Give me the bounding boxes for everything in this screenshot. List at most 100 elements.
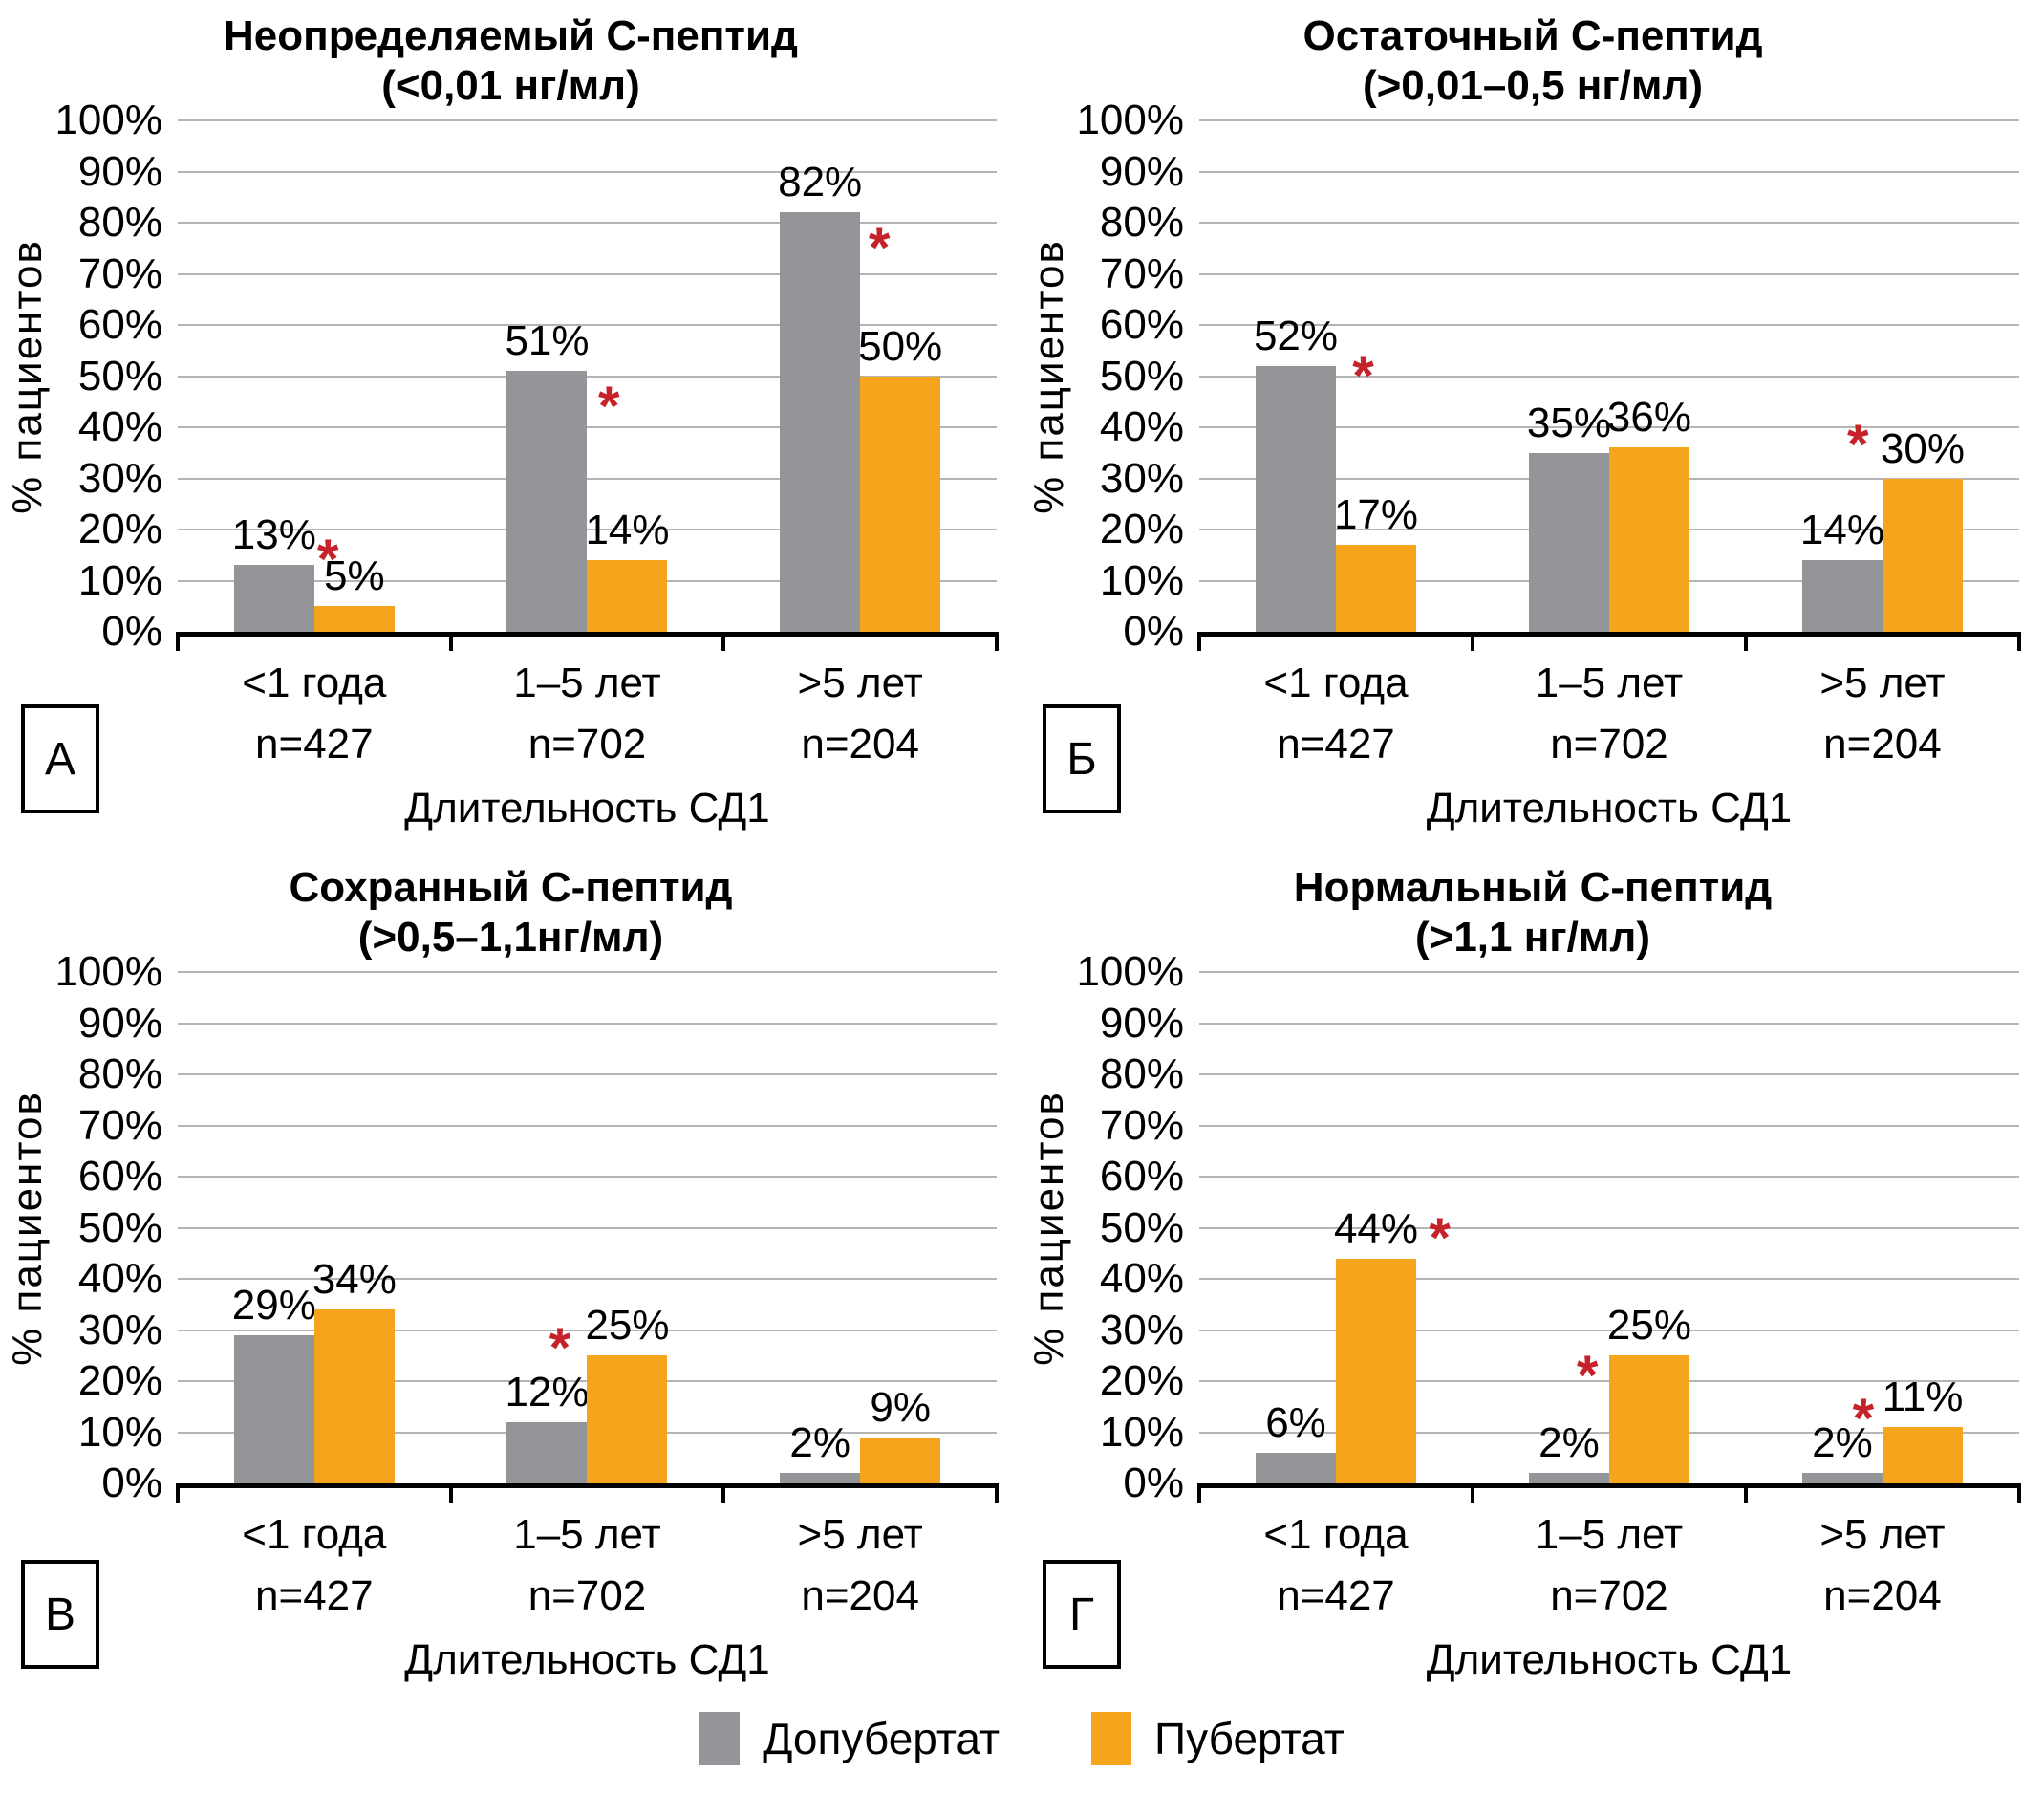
bar-pubertal: 30% (1881, 426, 1965, 632)
category-n-label: n=702 (527, 721, 647, 768)
gridline (178, 222, 997, 224)
y-tick-label: 50% (77, 1203, 162, 1251)
bar-value-label: 35% (1526, 399, 1612, 446)
bar-value-label: 2% (1538, 1419, 1600, 1467)
gridline (178, 426, 997, 428)
y-tick-label: 40% (77, 403, 162, 450)
y-axis: 0% 10% 20% 30% 40% 50% 60% 70% 80% 90% 100% (1076, 951, 1199, 1504)
gridline (1199, 324, 2019, 326)
y-axis: 0% 10% 20% 30% 40% 50% 60% 70% 80% 90% 100% (54, 951, 178, 1504)
gridline (178, 477, 997, 480)
category-label-group: 1–5 лет n=702 (451, 1512, 724, 1619)
bar-pair: 13% 5% (178, 513, 451, 632)
bar-pubertal: 25% (585, 1304, 670, 1483)
bar-value-label: 5% (324, 552, 385, 600)
category-n-label: n=702 (1550, 721, 1668, 768)
x-axis-tick (1470, 1483, 1474, 1503)
category-label: <1 года (1263, 1511, 1409, 1558)
bar-pair: 51% 14% (451, 319, 724, 632)
y-tick-label: 10% (1099, 556, 1184, 604)
panel-title-line1: Неопределяемый С-пептид (224, 12, 798, 59)
bar-group: 2% 25% (1473, 972, 1746, 1483)
bar-prepubertal: 52% (1254, 314, 1338, 632)
bar-prepubertal: 51% (505, 319, 590, 632)
panel-grid: Неопределяемый С-пептид (<0,01 нг/мл) % па… (0, 0, 2044, 1683)
bar-pubertal: 25% (1607, 1304, 1691, 1483)
y-tick-label: 80% (1099, 1050, 1184, 1097)
y-tick-label: 20% (77, 1357, 162, 1404)
category-label-group: <1 года n=427 (1199, 1512, 1473, 1619)
category-label-group: >5 лет n=204 (1746, 1512, 2019, 1619)
bar-prepubertal: 13% (232, 513, 316, 632)
plot-area: 52% 17% 35% 36% 14% 30% * * (1197, 119, 2021, 651)
bar-prepubertal: 2% (780, 1421, 861, 1483)
y-tick-label: 0% (1123, 1460, 1184, 1506)
bar-group: 82% 50% (723, 120, 997, 632)
panel-letter-box: Г (1043, 1560, 1121, 1669)
bar-prepubertal: 29% (232, 1283, 316, 1483)
y-tick-label: 70% (1099, 1101, 1184, 1149)
bar-group: 35% 36% (1473, 120, 1746, 632)
x-axis-title: Длительность СД1 (404, 1636, 770, 1683)
y-axis-label: % пациентов (1025, 238, 1072, 514)
gridline (1199, 1226, 2019, 1229)
bar-prepubertal: 35% (1527, 400, 1611, 632)
gridline (178, 1124, 997, 1127)
category-label: >5 лет (1819, 660, 1946, 706)
x-axis-tick (1743, 1483, 1748, 1503)
category-label: >5 лет (1819, 1511, 1946, 1558)
legend-label-prepubertal: Допубертат (763, 1714, 1000, 1763)
gridline (178, 272, 997, 275)
legend: Допубертат Пубертат (0, 1682, 2044, 1795)
y-tick-label: 90% (1099, 147, 1184, 195)
bar-group: 52% 17% (1199, 120, 1473, 632)
plot-area: 13% 5% 51% 14% 82% 50% * * * (176, 119, 999, 651)
x-axis-tick (721, 632, 726, 651)
category-n-label: n=427 (1277, 1572, 1395, 1619)
y-tick-label: 50% (77, 352, 162, 400)
y-tick-label: 80% (77, 199, 162, 246)
y-tick-label: 70% (1099, 249, 1184, 297)
bar-value-label: 82% (778, 159, 863, 206)
panel-title-line2: (>0,01–0,5 нг/мл) (1362, 62, 1704, 109)
y-tick-label: 60% (1099, 1153, 1184, 1200)
panel-title-line1: Остаточный С-пептид (1302, 12, 1763, 59)
y-tick-label: 20% (1099, 506, 1184, 552)
y-axis-label: % пациентов (4, 238, 51, 514)
x-axis-tick (721, 1483, 726, 1503)
gridline (1199, 1124, 2019, 1127)
bar-value-label: 11% (1882, 1373, 1964, 1421)
bar-group: 12% 25% (451, 972, 724, 1483)
panel-title-line2: (>0,5–1,1нг/мл) (357, 914, 664, 961)
y-tick-label: 50% (1099, 1203, 1184, 1251)
bar-pair: 2% 11% (1746, 1375, 2019, 1483)
y-tick-label: 30% (1099, 1306, 1184, 1353)
panel-b: Остаточный С-пептид (>0,01–0,5 нг/мл) % па… (1022, 0, 2044, 832)
y-tick-label: 30% (77, 454, 162, 502)
y-axis: 0% 10% 20% 30% 40% 50% 60% 70% 80% 90% 100% (1076, 99, 1199, 653)
chart-area: % пациентов 0% 10% 20% 30% 40% 50% 60% 70% 80% 90%… (0, 951, 1022, 1504)
panel-title-line1: Нормальный С-пептид (1293, 864, 1773, 911)
panel-title: Неопределяемый С-пептид (<0,01 нг/мл) (0, 0, 1022, 111)
gridline (1199, 170, 2019, 173)
bar-value-label: 34% (312, 1256, 397, 1304)
x-axis-tick (2017, 632, 2021, 651)
bar-value-label: 51% (505, 317, 590, 365)
bar-value-label: 52% (1253, 312, 1339, 359)
x-axis-tick (995, 1483, 999, 1503)
y-tick-label: 100% (1076, 97, 1184, 143)
gridline (1199, 272, 2019, 275)
bar-value-label: 12% (505, 1368, 590, 1416)
y-tick-label: 100% (54, 97, 162, 143)
x-axis-tick (448, 632, 453, 651)
bar-value-label: 14% (585, 507, 670, 554)
category-label-group: <1 года n=427 (178, 1512, 451, 1619)
category-label-group: >5 лет n=204 (1746, 660, 2019, 768)
category-label: >5 лет (797, 1511, 923, 1558)
y-tick-label: 100% (54, 948, 162, 995)
panel-title: Остаточный С-пептид (>0,01–0,5 нг/мл) (1022, 0, 2044, 111)
gridline (1199, 1022, 2019, 1025)
legend-swatch-prepubertal-icon (699, 1712, 741, 1765)
bar-pair: 35% 36% (1473, 396, 1746, 632)
x-axis-tick (1197, 1483, 1201, 1503)
